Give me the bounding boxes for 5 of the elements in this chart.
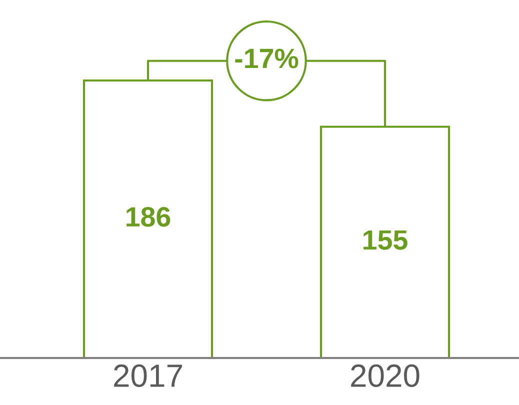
text: -17% [235,48,298,68]
data-label: 155 [364,230,408,250]
x-tick-label: 2017 [114,364,182,388]
x-tick-label: 2020 [351,364,420,388]
data-label: 186 [126,207,170,227]
